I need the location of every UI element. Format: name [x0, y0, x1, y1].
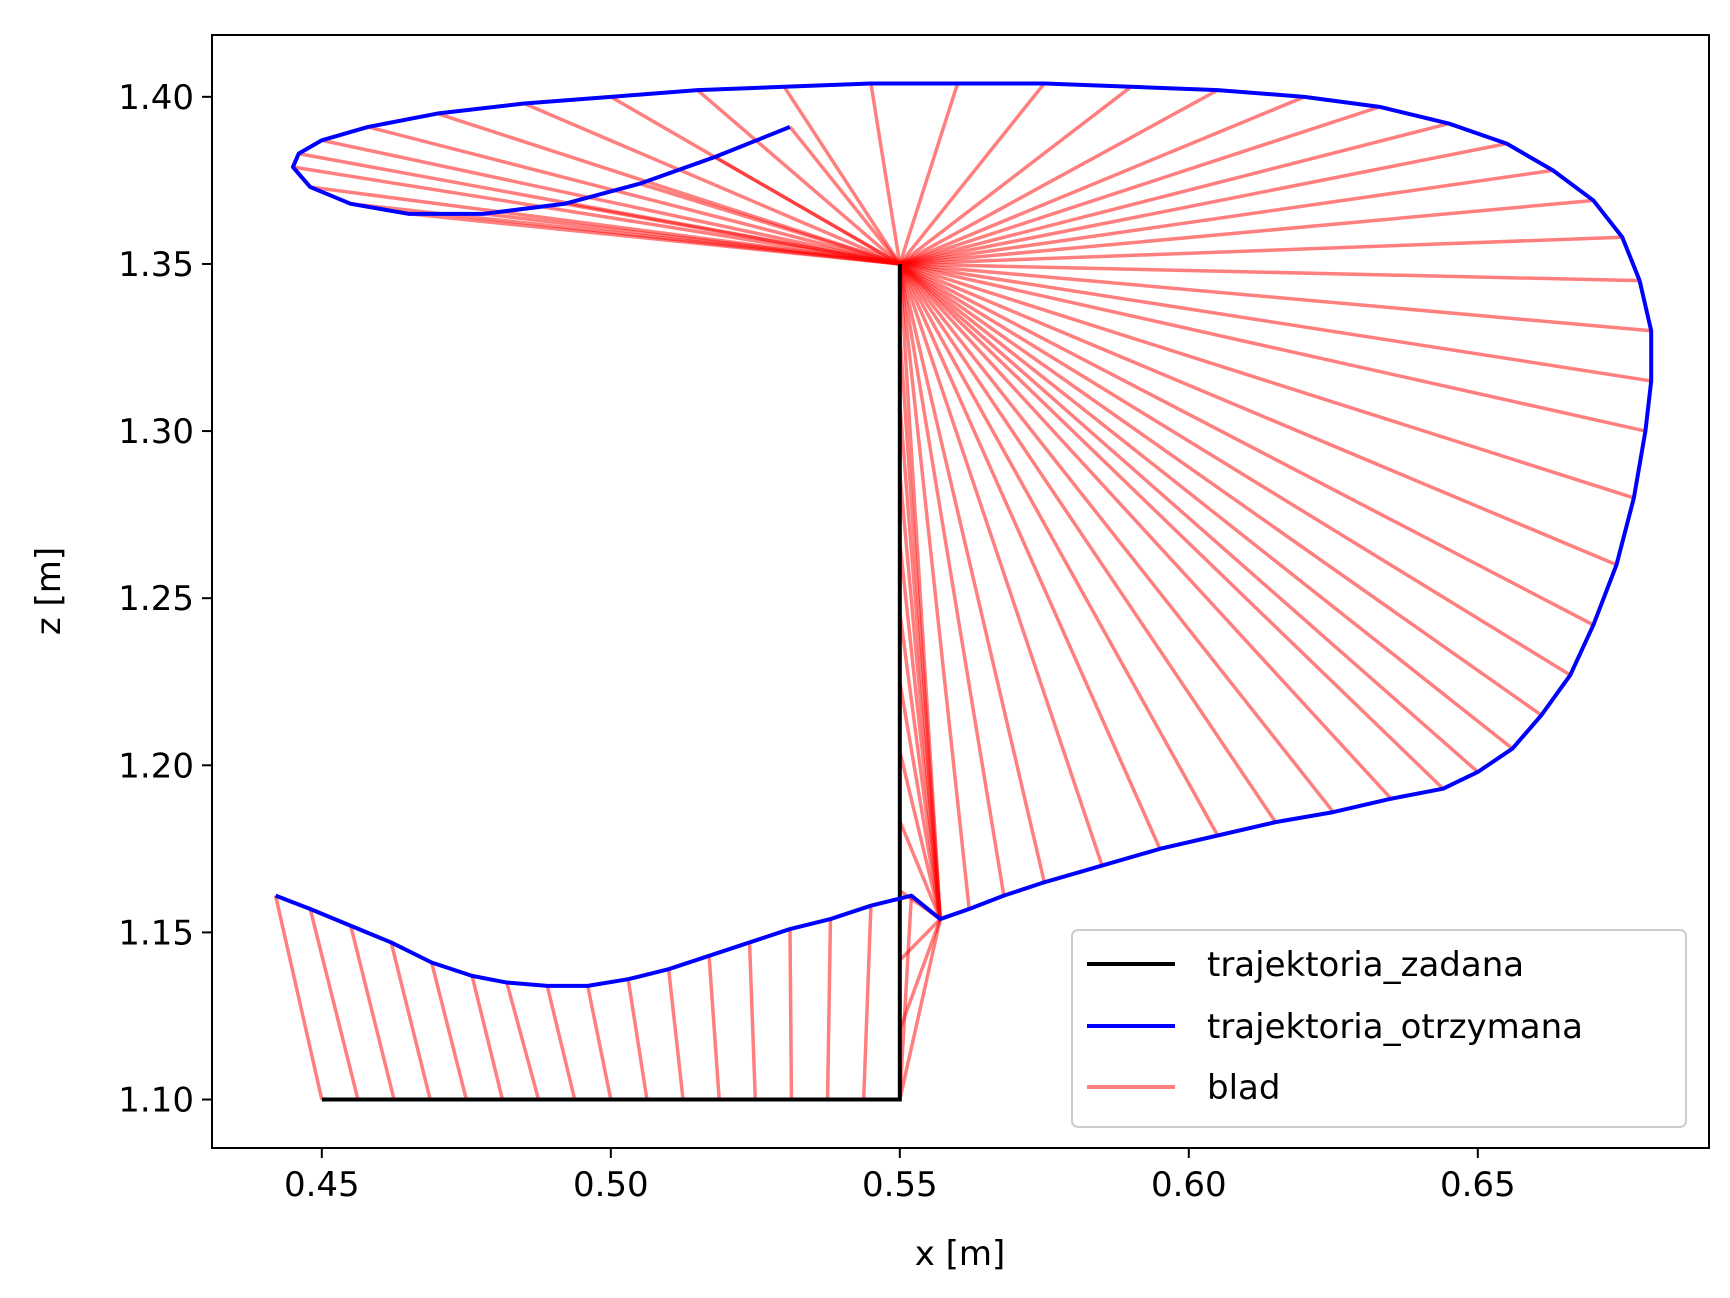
- error-segment: [899, 262, 1652, 383]
- y-tick-label: 1.40: [118, 78, 194, 118]
- error-segment: [899, 262, 1652, 333]
- error-segment: [898, 88, 1219, 266]
- x-tick-label: 0.50: [573, 1165, 649, 1205]
- series-trajektoria-zadana: [321, 263, 902, 1102]
- y-tick-label: 1.30: [118, 412, 194, 452]
- error-segment: [639, 182, 901, 266]
- error-segment: [898, 262, 1277, 824]
- error-segment: [321, 138, 901, 266]
- error-segment: [861, 905, 873, 1100]
- error-segment: [898, 82, 960, 265]
- legend: trajektoria_zadana trajektoria_otrzymana…: [1071, 929, 1687, 1128]
- error-segment: [899, 262, 1595, 627]
- error-segment: [898, 263, 1047, 883]
- error-segment: [898, 333, 943, 920]
- error-segment: [898, 263, 1006, 896]
- legend-label-blad: blad: [1207, 1068, 1280, 1108]
- error-segment: [898, 262, 1572, 677]
- error-segment: [898, 263, 1104, 867]
- error-segment: [899, 262, 1618, 567]
- error-segment: [713, 155, 901, 266]
- error-segment: [898, 85, 1133, 266]
- y-tick-label: 1.20: [118, 746, 194, 786]
- legend-label-zadana: trajektoria_zadana: [1207, 945, 1524, 985]
- error-segment: [899, 262, 1646, 433]
- y-tick-label: 1.25: [118, 579, 194, 619]
- error-segment: [898, 820, 942, 920]
- error-segment: [898, 262, 1543, 717]
- error-segment: [545, 985, 577, 1100]
- plot-area: [273, 81, 1654, 1102]
- error-segment: [869, 83, 902, 265]
- error-segment: [523, 101, 901, 266]
- y-axis-label: z [m]: [29, 547, 69, 635]
- error-segment: [898, 262, 1479, 774]
- legend-label-otrzymana: trajektoria_otrzymana: [1207, 1007, 1583, 1047]
- error-segment: [899, 141, 1508, 266]
- y-tick-label: 1.15: [118, 913, 194, 953]
- error-segment: [389, 942, 432, 1100]
- error-segment: [788, 125, 902, 266]
- error-segment: [899, 168, 1554, 266]
- error-segment: [899, 262, 1635, 500]
- error-segment: [898, 262, 1514, 750]
- error-segment: [898, 917, 942, 962]
- error-segment: [898, 262, 1335, 814]
- error-segment: [273, 895, 324, 1100]
- error-segment: [899, 95, 1306, 266]
- error-segment: [707, 955, 721, 1100]
- error-segment: [483, 212, 901, 266]
- series-trajektoria-otrzymana: [274, 81, 1654, 988]
- error-segment: [899, 121, 1450, 266]
- error-segment: [308, 908, 360, 1100]
- axes-frame: [211, 34, 1710, 1149]
- x-tick-label: 0.65: [1440, 1165, 1516, 1205]
- error-segment: [898, 263, 1220, 837]
- error-segment: [898, 918, 942, 1031]
- error-segment: [898, 263, 1162, 850]
- error-segment: [898, 262, 1445, 790]
- error-segment: [782, 85, 902, 265]
- legend-box: [1071, 929, 1687, 1128]
- error-segment: [898, 82, 1046, 266]
- error-segment: [470, 975, 505, 1100]
- error-segment: [292, 165, 901, 266]
- error-segment: [429, 962, 469, 1100]
- error-segment: [696, 88, 901, 266]
- x-tick-label: 0.45: [284, 1165, 360, 1205]
- error-segment: [585, 985, 613, 1100]
- y-tick-label: 1.10: [118, 1081, 194, 1121]
- error-segment: [626, 978, 649, 1100]
- error-segment: [349, 925, 396, 1100]
- error-segment: [825, 919, 833, 1100]
- error-segment: [505, 982, 541, 1100]
- error-segment: [899, 105, 1381, 266]
- error-segment: [747, 942, 758, 1100]
- error-segment: [788, 929, 794, 1100]
- error-segment: [367, 125, 901, 266]
- error-segment: [898, 263, 971, 910]
- error-segment: [898, 918, 942, 1100]
- x-tick-label: 0.55: [862, 1165, 938, 1205]
- error-segment: [899, 198, 1594, 266]
- error-segment: [898, 262, 1393, 800]
- error-segment: [666, 968, 685, 1100]
- y-tick-label: 1.35: [118, 245, 194, 285]
- error-segment: [899, 262, 1640, 283]
- error-segment: [898, 750, 942, 920]
- error-segment: [564, 202, 901, 266]
- x-tick-label: 0.60: [1151, 1165, 1227, 1205]
- x-axis-label: x [m]: [915, 1234, 1006, 1274]
- ticks: 0.45 0.50 0.55 0.60 0.65 1.10 1.15 1.20 1.25 1.30…: [118, 78, 1515, 1205]
- error-segment: [899, 235, 1623, 266]
